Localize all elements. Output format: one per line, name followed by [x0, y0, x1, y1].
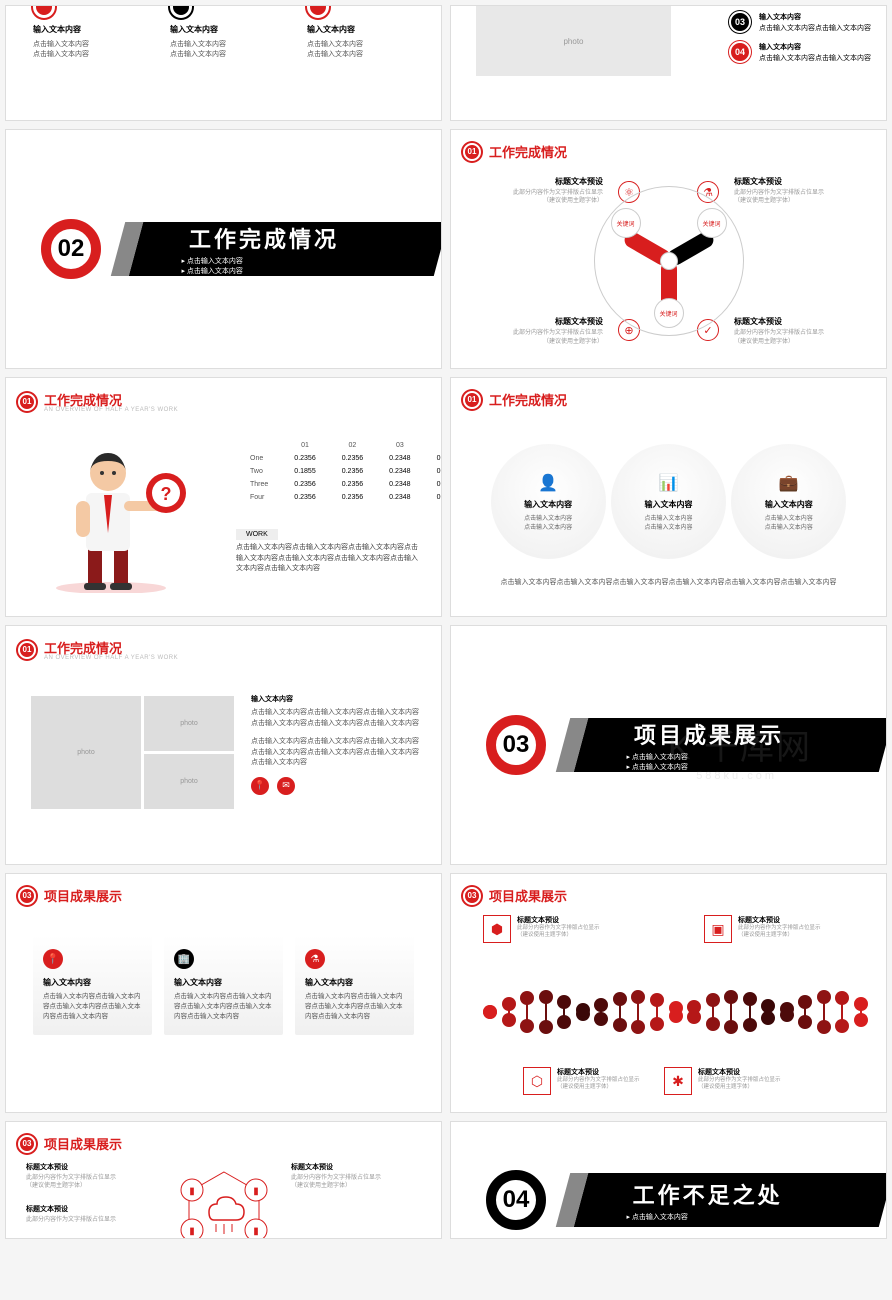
network-icon: ✱ — [664, 1067, 692, 1095]
corner-text: 标题文本预设此部分内容作为文字排版占位显示（建议使用主题字体） — [734, 316, 874, 346]
circle-item: 💼输入文本内容点击输入文本内容点击输入文本内容 — [731, 444, 846, 559]
slide-section-02: 02 工作完成情况 ▸ 点击输入文本内容▸ 点击输入文本内容 — [5, 129, 442, 369]
slide-3cards: 03项目成果展示 📍输入文本内容点击输入文本内容点击输入文本内容点击输入文本内容… — [5, 873, 442, 1113]
dna-strand — [483, 985, 854, 1025]
honeycomb-icon: ⬢ — [483, 915, 511, 943]
section-bar: 工作不足之处 ▸ 点击输入文本内容 — [574, 1173, 887, 1227]
photo-text-title: 输入文本内容 — [251, 694, 421, 704]
spinner-diagram: 关键词 关键词 关键词 — [594, 186, 744, 336]
slide-partial-numbered: photo 03 输入文本内容点击输入文本内容点击输入文本内容 04 输入文本内… — [450, 5, 887, 121]
hex-label: 标题文本预设此部分内容作为文字排版占位显示 — [26, 1204, 156, 1224]
section-badge: 04 — [486, 1170, 546, 1230]
dna-label: ▣标题文本预设此部分内容作为文字排版占位显示（建议使用主题字体） — [704, 915, 854, 943]
section-bar: 工作完成情况 ▸ 点击输入文本内容▸ 点击输入文本内容 — [129, 222, 442, 276]
card-item: ⚗输入文本内容点击输入文本内容点击输入文本内容点击输入文本内容点击输入文本内容点… — [295, 935, 414, 1035]
circle-item: 📊输入文本内容点击输入文本内容点击输入文本内容 — [611, 444, 726, 559]
dna-label: ✱标题文本预设此部分内容作为文字排版占位显示（建议使用主题字体） — [664, 1067, 814, 1095]
photo-text-desc: 点击输入文本内容点击输入文本内容点击输入文本内容点击输入文本内容点击输入文本内容… — [251, 708, 421, 729]
section-badge: 02 — [41, 219, 101, 279]
mail-icon: ✉ — [277, 777, 295, 795]
table-description: 点击输入文本内容点击输入文本内容点击输入文本内容点击输入文本内容点击输入文本内容… — [236, 543, 421, 575]
col-item: 输入文本内容 点击输入文本内容 点击输入文本内容 — [307, 20, 414, 59]
corner-text: 标题文本预设此部分内容作为文字排版占位显示（建议使用主题字体） — [734, 176, 874, 206]
bottom-text: 点击输入文本内容点击输入文本内容点击输入文本内容点击输入文本内容点击输入文本内容… — [463, 577, 874, 587]
hex-label: 标题文本预设此部分内容作为文字排版占位显示（建议使用主题字体） — [291, 1162, 421, 1191]
svg-text:▮: ▮ — [189, 1226, 195, 1237]
image-placeholder: photo — [476, 6, 671, 76]
cube-icon: ▣ — [704, 915, 732, 943]
svg-text:?: ? — [161, 484, 172, 504]
mini-icons: 📍✉ — [251, 777, 421, 795]
svg-text:▮: ▮ — [253, 1226, 259, 1237]
dna-label: ⬡标题文本预设此部分内容作为文字排版占位显示（建议使用主题字体） — [523, 1067, 673, 1095]
pin-icon: 📍 — [251, 777, 269, 795]
slide-dna: 03项目成果展示 ⬢标题文本预设此部分内容作为文字排版占位显示（建议使用主题字体… — [450, 873, 887, 1113]
slide-spinner: 01工作完成情况 标题文本预设此部分内容作为文字排版占位显示（建议使用主题字体）… — [450, 129, 887, 369]
section-badge: 03 — [486, 715, 546, 775]
circle-item: 👤输入文本内容点击输入文本内容点击输入文本内容 — [491, 444, 606, 559]
hex-label: 标题文本预设此部分内容作为文字排版占位显示（建议使用主题字体） — [26, 1162, 156, 1191]
card-item: 📍输入文本内容点击输入文本内容点击输入文本内容点击输入文本内容点击输入文本内容点… — [33, 935, 152, 1035]
slide-3circles: 01工作完成情况 👤输入文本内容点击输入文本内容点击输入文本内容📊输入文本内容点… — [450, 377, 887, 617]
slide-table: 01工作完成情况AN OVERVIEW OF HALF A YEAR'S WOR… — [5, 377, 442, 617]
molecule-icon: ⬡ — [523, 1067, 551, 1095]
col-item: 输入文本内容 点击输入文本内容 点击输入文本内容 — [33, 20, 140, 59]
data-table: 01020304 One0.23560.23560.23480.2348Two0… — [236, 438, 442, 505]
corner-text: 标题文本预设此部分内容作为文字排版占位显示（建议使用主题字体） — [463, 176, 603, 206]
photo-grid: photophotophoto — [31, 696, 234, 809]
dna-label: ⬢标题文本预设此部分内容作为文字排版占位显示（建议使用主题字体） — [483, 915, 633, 943]
corner-text: 标题文本预设此部分内容作为文字排版占位显示（建议使用主题字体） — [463, 316, 603, 346]
section-bar: 项目成果展示 ▸ 点击输入文本内容▸ 点击输入文本内容 — [574, 718, 887, 772]
person-illustration: ? — [36, 433, 186, 593]
card-item: 🏢输入文本内容点击输入文本内容点击输入文本内容点击输入文本内容点击输入文本内容点… — [164, 935, 283, 1035]
numbered-item: 03 输入文本内容点击输入文本内容点击输入文本内容 — [729, 11, 871, 33]
photo-text-desc: 点击输入文本内容点击输入文本内容点击输入文本内容点击输入文本内容点击输入文本内容… — [251, 737, 421, 769]
slide-photos: 01工作完成情况AN OVERVIEW OF HALF A YEAR'S WOR… — [5, 625, 442, 865]
slide-partial-3col: 输入文本内容 点击输入文本内容 点击输入文本内容 输入文本内容 点击输入文本内容… — [5, 5, 442, 121]
slide-grid: 输入文本内容 点击输入文本内容 点击输入文本内容 输入文本内容 点击输入文本内容… — [0, 0, 892, 1244]
work-label: WORK — [236, 529, 278, 540]
slide-section-04: 04 工作不足之处 ▸ 点击输入文本内容 — [450, 1121, 887, 1239]
hexagon-diagram: ▮ ▮ ▮ ▮ 关键词 — [154, 1164, 294, 1239]
svg-text:▮: ▮ — [253, 1186, 259, 1197]
slide-hexagon: 03项目成果展示 标题文本预设此部分内容作为文字排版占位显示（建议使用主题字体）… — [5, 1121, 442, 1239]
slide-section-03: 03 项目成果展示 ▸ 点击输入文本内容▸ 点击输入文本内容 — [450, 625, 887, 865]
numbered-item: 04 输入文本内容点击输入文本内容点击输入文本内容 — [729, 41, 871, 63]
col-item: 输入文本内容 点击输入文本内容 点击输入文本内容 — [170, 20, 277, 59]
svg-text:▮: ▮ — [189, 1186, 195, 1197]
